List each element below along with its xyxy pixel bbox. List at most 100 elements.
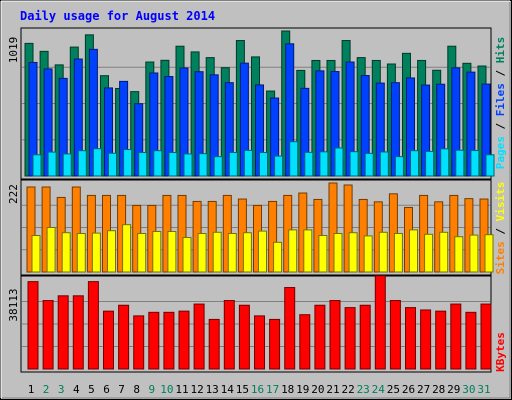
bar-kbytes-day-29: [450, 303, 462, 370]
bar-visits-day-22: [348, 232, 358, 273]
bar-sites-day-1: [26, 186, 36, 273]
bar-pages-day-2: [47, 151, 57, 177]
bar-kbytes-day-2: [42, 300, 54, 370]
bar-visits-day-2: [46, 227, 56, 273]
bar-visits-day-28: [439, 231, 449, 273]
day-label-18: 18: [281, 383, 294, 396]
bar-kbytes-day-22: [344, 307, 356, 370]
bar-kbytes-day-15: [238, 304, 250, 370]
bar-kbytes-day-25: [389, 300, 401, 370]
bar-pages-day-16: [259, 152, 268, 177]
chart-title: Daily usage for August 2014: [20, 9, 215, 23]
ymax-label-hits: 1019: [7, 37, 20, 64]
bar-pages-day-23: [364, 152, 374, 177]
bar-kbytes-day-19: [299, 314, 311, 370]
bar-pages-day-10: [168, 152, 178, 177]
bar-visits-day-23: [363, 235, 373, 273]
bar-kbytes-day-27: [420, 309, 432, 370]
bar-visits-day-13: [212, 231, 222, 273]
day-label-3: 3: [58, 383, 65, 396]
bar-kbytes-day-5: [87, 281, 99, 370]
bar-pages-day-1: [32, 154, 42, 177]
day-label-20: 20: [311, 383, 324, 396]
day-label-12: 12: [190, 383, 203, 396]
bar-visits-day-14: [227, 233, 237, 273]
bar-kbytes-day-21: [329, 300, 341, 370]
bar-pages-day-28: [440, 148, 450, 177]
bar-visits-day-8: [137, 233, 147, 273]
bar-kbytes-day-1: [27, 281, 39, 370]
bar-pages-day-13: [213, 156, 223, 177]
bar-pages-day-7: [123, 149, 133, 177]
bar-pages-day-14: [228, 152, 238, 177]
bar-kbytes-day-6: [103, 310, 114, 370]
bar-visits-day-3: [61, 232, 71, 273]
bar-pages-day-27: [425, 150, 435, 177]
bar-visits-day-29: [454, 236, 464, 273]
bar-pages-day-21: [334, 147, 344, 177]
day-label-22: 22: [341, 383, 354, 396]
day-label-5: 5: [88, 383, 95, 396]
bar-kbytes-day-23: [359, 304, 371, 370]
bar-pages-day-11: [183, 153, 193, 177]
bar-pages-day-30: [470, 150, 480, 177]
bar-sites-day-25: [388, 193, 398, 273]
bar-sites-day-22: [343, 184, 353, 273]
bar-visits-day-31: [484, 234, 494, 273]
day-label-29: 29: [447, 383, 460, 396]
legend-segment: Hits: [494, 37, 507, 64]
legend-segment: KBytes: [494, 332, 507, 372]
day-label-6: 6: [103, 383, 110, 396]
bar-pages-day-6: [108, 152, 117, 177]
bar-visits-day-16: [258, 230, 267, 273]
bar-visits-day-12: [197, 233, 207, 273]
legend-segment: /: [494, 63, 507, 83]
bar-pages-day-4: [77, 150, 87, 177]
bar-kbytes-day-4: [72, 295, 84, 370]
bar-visits-day-27: [424, 233, 434, 273]
day-label-4: 4: [73, 383, 80, 396]
bar-visits-day-25: [393, 233, 403, 273]
day-label-14: 14: [221, 383, 235, 396]
bar-visits-day-17: [273, 241, 283, 273]
bar-sites-day-11: [177, 194, 187, 273]
bar-pages-day-29: [455, 149, 465, 177]
bar-visits-day-18: [288, 229, 298, 273]
bar-visits-day-15: [242, 232, 252, 273]
bar-visits-day-7: [122, 224, 132, 273]
bar-kbytes-day-14: [223, 300, 235, 370]
bar-pages-day-8: [138, 152, 148, 177]
bar-visits-day-9: [152, 231, 162, 273]
bar-kbytes-day-7: [118, 304, 130, 370]
bar-pages-day-5: [92, 148, 102, 177]
day-label-30: 30: [462, 383, 475, 396]
bar-sites-day-4: [71, 186, 81, 273]
bar-pages-day-12: [198, 153, 208, 177]
bar-sites-day-17: [268, 200, 278, 273]
legend-sites-visits: Sites / Visits: [494, 182, 507, 275]
bar-kbytes-day-26: [405, 307, 416, 370]
legend-segment: Files: [494, 83, 507, 116]
day-label-2: 2: [43, 383, 50, 396]
day-label-24: 24: [372, 383, 386, 396]
bar-kbytes-day-20: [314, 304, 326, 370]
bar-sites-day-29: [449, 194, 459, 273]
day-label-9: 9: [148, 383, 155, 396]
bar-pages-day-3: [62, 153, 72, 177]
bar-sites-day-27: [419, 194, 429, 273]
bar-sites-day-21: [328, 182, 338, 273]
bar-kbytes-day-30: [465, 311, 477, 370]
bar-visits-day-24: [378, 231, 388, 273]
bar-visits-day-11: [182, 237, 192, 273]
day-label-26: 26: [402, 383, 415, 396]
bar-pages-day-9: [153, 150, 163, 177]
bar-kbytes-day-12: [193, 303, 205, 370]
day-label-11: 11: [175, 383, 188, 396]
day-label-15: 15: [236, 383, 249, 396]
day-label-10: 10: [160, 383, 173, 396]
bar-kbytes-day-16: [254, 315, 265, 370]
day-label-19: 19: [296, 383, 309, 396]
bar-kbytes-day-3: [57, 295, 69, 370]
day-label-31: 31: [477, 383, 490, 396]
bar-visits-day-30: [469, 234, 479, 273]
